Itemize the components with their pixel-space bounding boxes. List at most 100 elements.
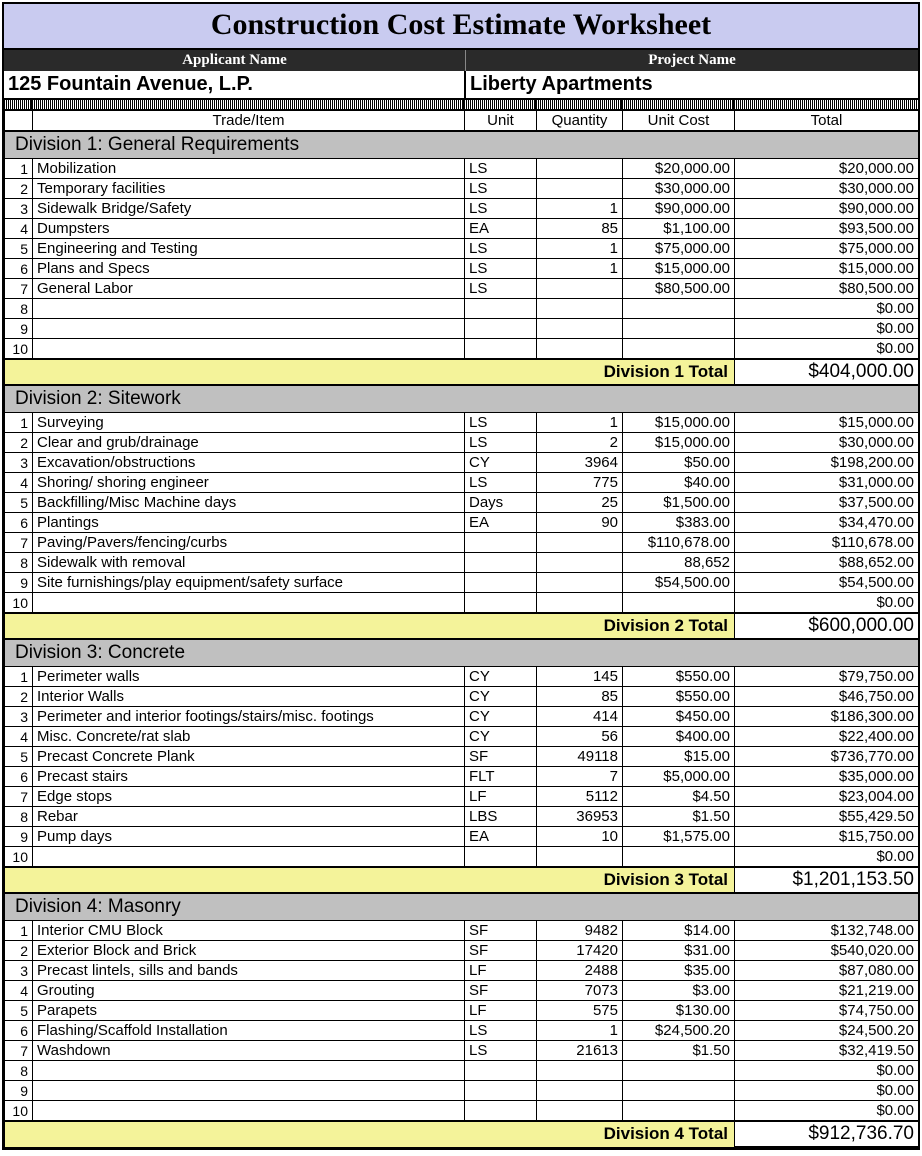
row-quantity: 7	[537, 767, 623, 787]
col-qty-header: Quantity	[537, 111, 623, 132]
row-quantity	[537, 299, 623, 319]
row-quantity: 56	[537, 727, 623, 747]
row-item: Interior Walls	[33, 687, 465, 707]
row-unit: EA	[465, 513, 537, 533]
row-number: 6	[5, 259, 33, 279]
row-unit-cost: $450.00	[623, 707, 735, 727]
row-item: Rebar	[33, 807, 465, 827]
row-quantity	[537, 179, 623, 199]
division-title: Division 1: General Requirements	[5, 131, 919, 159]
row-quantity	[537, 573, 623, 593]
worksheet: Construction Cost Estimate Worksheet App…	[2, 2, 920, 1150]
row-total: $15,750.00	[735, 827, 919, 847]
row-item: Site furnishings/play equipment/safety s…	[33, 573, 465, 593]
applicant-name: 125 Fountain Avenue, L.P.	[4, 71, 466, 98]
row-number: 1	[5, 667, 33, 687]
row-total: $80,500.00	[735, 279, 919, 299]
row-total: $15,000.00	[735, 413, 919, 433]
row-item: Sidewalk with removal	[33, 553, 465, 573]
division-total-amount: $1,201,153.50	[735, 867, 919, 893]
row-item: Perimeter walls	[33, 667, 465, 687]
row-number: 1	[5, 159, 33, 179]
row-unit-cost	[623, 319, 735, 339]
row-number: 7	[5, 1041, 33, 1061]
row-unit	[465, 553, 537, 573]
row-number: 7	[5, 279, 33, 299]
row-unit: FLT	[465, 767, 537, 787]
row-unit-cost: $40.00	[623, 473, 735, 493]
row-quantity: 145	[537, 667, 623, 687]
row-quantity	[537, 593, 623, 614]
row-unit: LF	[465, 787, 537, 807]
row-quantity: 25	[537, 493, 623, 513]
row-unit: LS	[465, 179, 537, 199]
row-unit	[465, 299, 537, 319]
row-total: $0.00	[735, 339, 919, 360]
table-row: 5Backfilling/Misc Machine daysDays25$1,5…	[5, 493, 919, 513]
row-unit: LS	[465, 473, 537, 493]
row-quantity: 7073	[537, 981, 623, 1001]
row-number: 3	[5, 707, 33, 727]
table-row: 4DumpstersEA85$1,100.00$93,500.00	[5, 219, 919, 239]
table-row: 8$0.00	[5, 1061, 919, 1081]
row-total: $93,500.00	[735, 219, 919, 239]
row-total: $37,500.00	[735, 493, 919, 513]
row-unit: LS	[465, 1041, 537, 1061]
row-number: 4	[5, 219, 33, 239]
row-quantity: 414	[537, 707, 623, 727]
row-number: 8	[5, 553, 33, 573]
row-quantity: 2488	[537, 961, 623, 981]
row-quantity: 9482	[537, 921, 623, 941]
row-unit-cost: 88,652	[623, 553, 735, 573]
row-item: Dumpsters	[33, 219, 465, 239]
division-total-amount: $912,736.70	[735, 1121, 919, 1147]
row-unit-cost	[623, 1081, 735, 1101]
row-number: 10	[5, 593, 33, 614]
row-unit: Days	[465, 493, 537, 513]
table-row: 1Perimeter wallsCY145$550.00$79,750.00	[5, 667, 919, 687]
division-total-label: Division 1 Total	[5, 359, 735, 385]
row-number: 8	[5, 807, 33, 827]
row-unit-cost: $4.50	[623, 787, 735, 807]
row-unit	[465, 1081, 537, 1101]
row-item	[33, 339, 465, 360]
row-unit-cost: $550.00	[623, 667, 735, 687]
row-total: $736,770.00	[735, 747, 919, 767]
row-unit: CY	[465, 453, 537, 473]
row-total: $90,000.00	[735, 199, 919, 219]
row-quantity: 85	[537, 219, 623, 239]
row-number: 5	[5, 239, 33, 259]
row-unit	[465, 339, 537, 360]
row-number: 7	[5, 787, 33, 807]
row-quantity	[537, 847, 623, 868]
project-name: Liberty Apartments	[466, 71, 918, 98]
table-row: 2Clear and grub/drainageLS2$15,000.00$30…	[5, 433, 919, 453]
row-unit: LS	[465, 159, 537, 179]
row-unit-cost: $130.00	[623, 1001, 735, 1021]
table-row: 10$0.00	[5, 847, 919, 868]
row-unit-cost	[623, 1061, 735, 1081]
row-number: 4	[5, 473, 33, 493]
row-unit: LS	[465, 259, 537, 279]
col-num-header	[5, 111, 33, 132]
division-total-amount: $600,000.00	[735, 613, 919, 639]
table-row: 2Interior WallsCY85$550.00$46,750.00	[5, 687, 919, 707]
row-total: $87,080.00	[735, 961, 919, 981]
row-item: Exterior Block and Brick	[33, 941, 465, 961]
row-unit	[465, 1061, 537, 1081]
row-total: $22,400.00	[735, 727, 919, 747]
division-total-amount: $404,000.00	[735, 359, 919, 385]
table-row: 8RebarLBS36953$1.50$55,429.50	[5, 807, 919, 827]
row-quantity: 90	[537, 513, 623, 533]
row-item: Backfilling/Misc Machine days	[33, 493, 465, 513]
header-labels-row: Applicant Name Project Name	[4, 50, 918, 71]
row-quantity: 85	[537, 687, 623, 707]
row-number: 10	[5, 1101, 33, 1122]
row-item: Precast Concrete Plank	[33, 747, 465, 767]
table-row: 10$0.00	[5, 339, 919, 360]
row-unit-cost: $550.00	[623, 687, 735, 707]
table-row: 10$0.00	[5, 1101, 919, 1122]
table-row: 8Sidewalk with removal88,652$88,652.00	[5, 553, 919, 573]
table-row: 6Flashing/Scaffold InstallationLS1$24,50…	[5, 1021, 919, 1041]
col-trade-header: Trade/Item	[33, 111, 465, 132]
